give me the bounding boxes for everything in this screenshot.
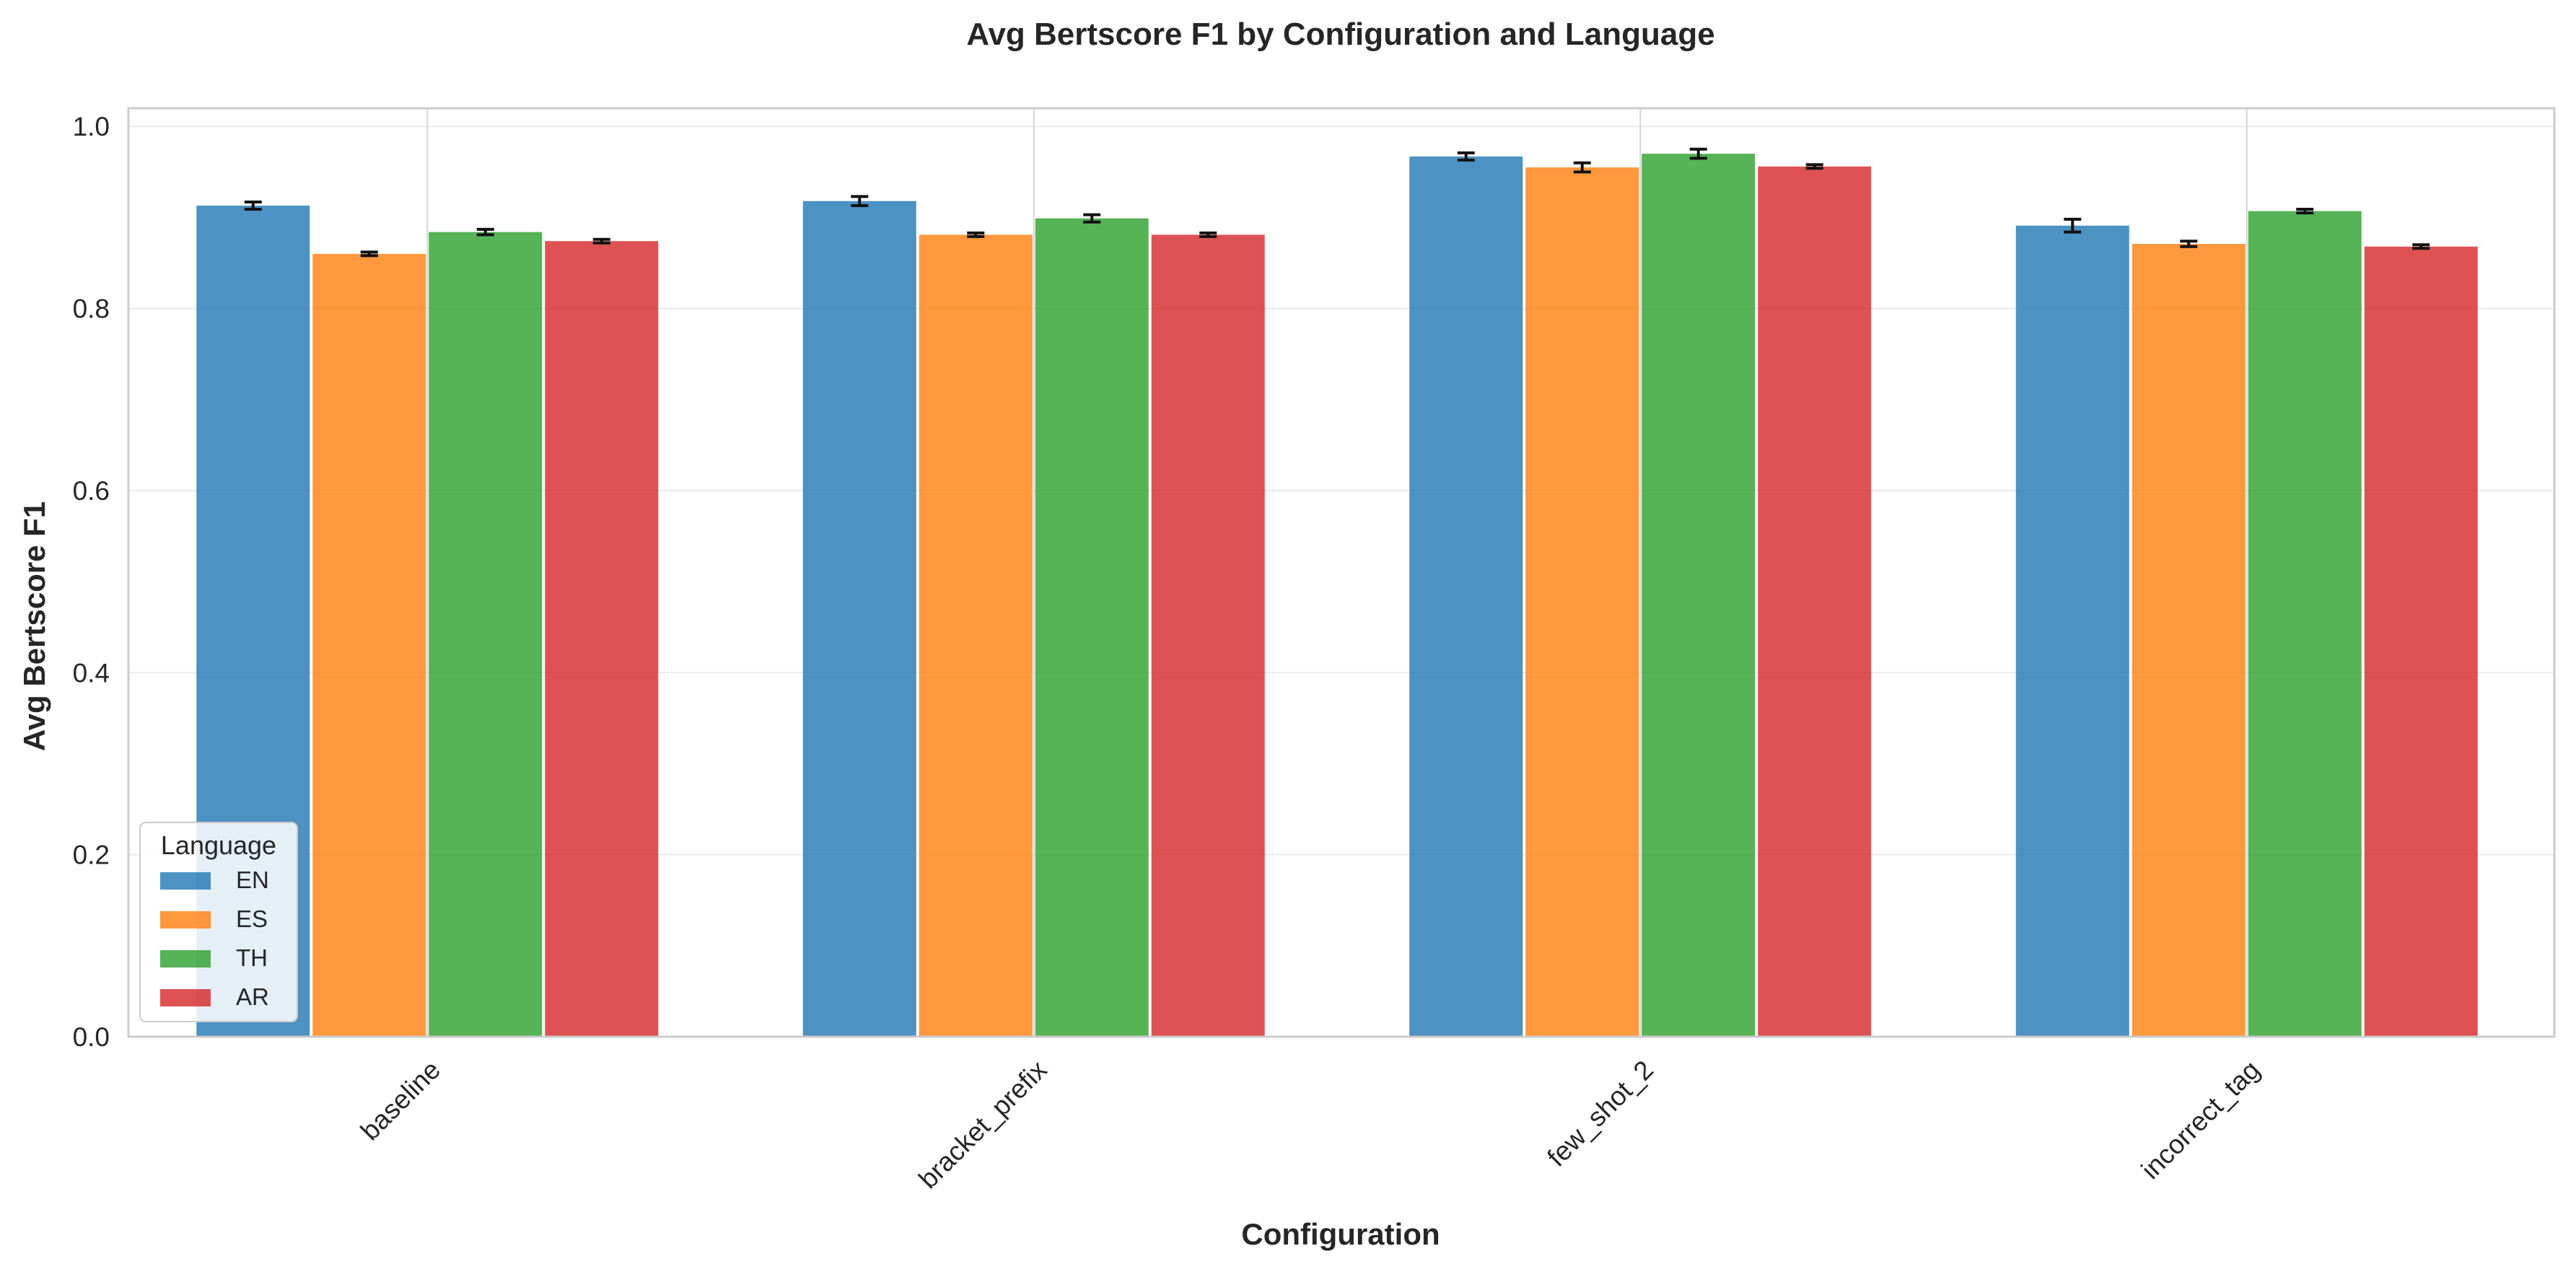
y-tick-label: 0.2 [73,841,110,870]
legend: Language EN ES TH AR [139,822,298,1022]
x-tick-label: bracket_prefix [913,1055,1053,1195]
bar-es-few_shot_2 [1525,167,1639,1037]
y-axis-ticks: 0.0 0.2 0.4 0.6 0.8 1.0 [73,112,110,1052]
legend-swatch-ar [160,989,211,1006]
bar-en-incorrect_tag [2015,225,2129,1037]
bar-es-incorrect_tag [2132,244,2246,1037]
legend-title: Language [161,830,276,860]
legend-label-en: EN [236,866,269,893]
error-bars [244,147,2430,258]
bar-ar-bracket_prefix [1151,234,1265,1037]
x-axis-ticks: baseline bracket_prefix few_shot_2 incorrec… [355,1055,2266,1195]
bar-en-bracket_prefix [802,201,916,1037]
legend-label-th: TH [236,944,268,971]
y-tick-label: 1.0 [73,112,110,141]
legend-label-es: ES [236,905,268,932]
legend-swatch-th [160,950,211,967]
bar-es-bracket_prefix [919,234,1033,1037]
bar-ar-incorrect_tag [2364,246,2478,1037]
x-tick-label: baseline [355,1055,446,1146]
bars [196,154,2478,1037]
y-tick-label: 0.6 [73,476,110,506]
bar-th-incorrect_tag [2248,211,2362,1037]
legend-label-ar: AR [236,983,269,1010]
plot-frame [127,107,2556,1038]
bar-th-bracket_prefix [1035,218,1149,1037]
y-axis-label: Avg Bertscore F1 [17,501,51,751]
x-tick-label: incorrect_tag [2135,1055,2265,1185]
x-axis-label: Configuration [1241,1217,1440,1251]
y-tick-label: 0.8 [73,294,110,324]
x-tick-label: few_shot_2 [1541,1055,1659,1172]
y-tick-label: 0.4 [73,658,110,688]
bar-th-few_shot_2 [1642,154,1756,1037]
bar-en-few_shot_2 [1409,156,1523,1037]
bar-ar-baseline [545,241,659,1037]
legend-swatch-en [160,872,211,890]
bar-th-baseline [429,232,543,1037]
y-tick-label: 0.0 [73,1022,110,1052]
bar-ar-few_shot_2 [1758,166,1872,1037]
legend-swatch-es [160,911,211,929]
bar-es-baseline [312,253,426,1037]
chart-title: Avg Bertscore F1 by Configuration and La… [966,17,1714,52]
